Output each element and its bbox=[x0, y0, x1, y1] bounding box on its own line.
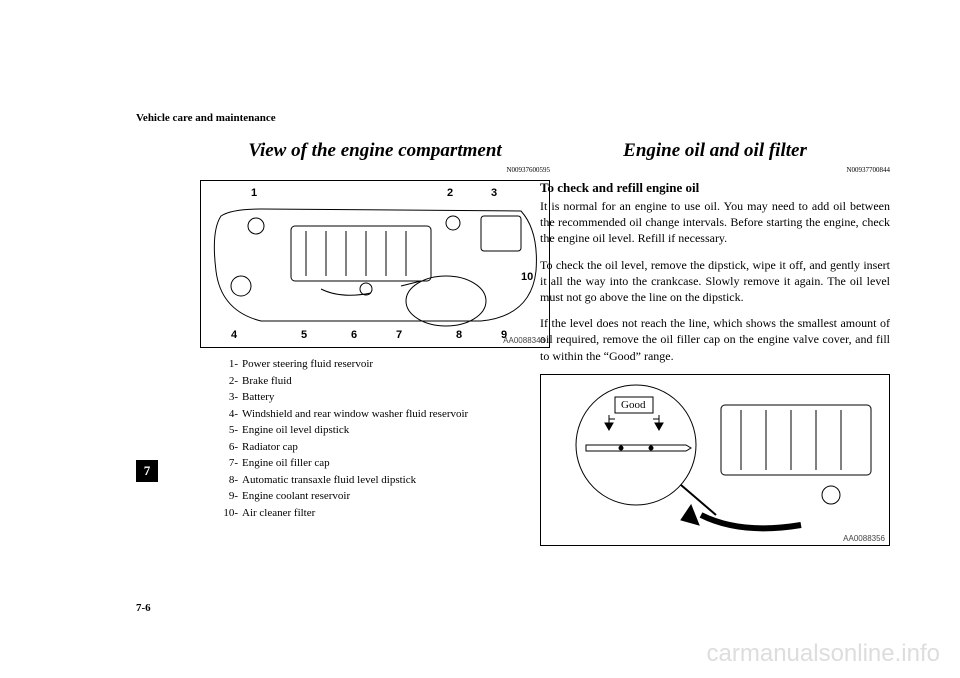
legend-num: 4- bbox=[218, 406, 238, 423]
legend-text: Windshield and rear window washer fluid … bbox=[242, 406, 468, 423]
callout-4: 4 bbox=[231, 329, 237, 341]
legend-num: 6- bbox=[218, 439, 238, 456]
right-section-title: Engine oil and oil filter bbox=[540, 140, 890, 162]
callout-2: 2 bbox=[447, 187, 453, 199]
legend-text: Engine oil filler cap bbox=[242, 455, 330, 472]
engine-compartment-svg bbox=[201, 181, 549, 347]
legend-row: 9-Engine coolant reservoir bbox=[218, 488, 550, 505]
legend-num: 5- bbox=[218, 422, 238, 439]
legend-text: Battery bbox=[242, 389, 274, 406]
chapter-header: Vehicle care and maintenance bbox=[136, 112, 276, 124]
legend-text: Engine coolant reservoir bbox=[242, 488, 350, 505]
legend-num: 3- bbox=[218, 389, 238, 406]
legend-row: 7-Engine oil filler cap bbox=[218, 455, 550, 472]
legend-row: 5-Engine oil level dipstick bbox=[218, 422, 550, 439]
legend-row: 10-Air cleaner filter bbox=[218, 505, 550, 522]
callout-8: 8 bbox=[456, 329, 462, 341]
callout-1: 1 bbox=[251, 187, 257, 199]
callout-10: 10 bbox=[521, 271, 533, 283]
good-label: Good bbox=[621, 399, 645, 411]
legend-row: 2-Brake fluid bbox=[218, 373, 550, 390]
legend-text: Power steering fluid reservoir bbox=[242, 356, 373, 373]
dipstick-svg bbox=[541, 375, 889, 545]
legend-list: 1-Power steering fluid reservoir 2-Brake… bbox=[218, 356, 550, 521]
right-column: Engine oil and oil filter N00937700844 T… bbox=[540, 140, 890, 546]
subheading: To check and refill engine oil bbox=[540, 180, 890, 196]
legend-row: 6-Radiator cap bbox=[218, 439, 550, 456]
paragraph: To check the oil level, remove the dipst… bbox=[540, 257, 890, 306]
legend-num: 2- bbox=[218, 373, 238, 390]
legend-num: 10- bbox=[218, 505, 238, 522]
legend-num: 9- bbox=[218, 488, 238, 505]
left-section-title: View of the engine compartment bbox=[200, 140, 550, 162]
callout-6: 6 bbox=[351, 329, 357, 341]
right-reference-code: N00937700844 bbox=[540, 166, 890, 174]
dipstick-figure: Good AA0088356 bbox=[540, 374, 890, 546]
legend-text: Brake fluid bbox=[242, 373, 292, 390]
legend-row: 1-Power steering fluid reservoir bbox=[218, 356, 550, 373]
legend-text: Engine oil level dipstick bbox=[242, 422, 349, 439]
watermark: carmanualsonline.info bbox=[707, 640, 940, 668]
section-tab: 7 bbox=[136, 460, 158, 482]
legend-num: 1- bbox=[218, 356, 238, 373]
left-column: View of the engine compartment N00937600… bbox=[200, 140, 550, 521]
legend-text: Radiator cap bbox=[242, 439, 298, 456]
legend-row: 4-Windshield and rear window washer flui… bbox=[218, 406, 550, 423]
legend-text: Automatic transaxle fluid level dipstick bbox=[242, 472, 416, 489]
legend-num: 7- bbox=[218, 455, 238, 472]
callout-5: 5 bbox=[301, 329, 307, 341]
legend-num: 8- bbox=[218, 472, 238, 489]
callout-3: 3 bbox=[491, 187, 497, 199]
paragraph: If the level does not reach the line, wh… bbox=[540, 315, 890, 364]
legend-row: 3-Battery bbox=[218, 389, 550, 406]
engine-compartment-figure: 1 2 3 4 5 6 7 8 9 10 AA0088343 bbox=[200, 180, 550, 348]
callout-7: 7 bbox=[396, 329, 402, 341]
legend-text: Air cleaner filter bbox=[242, 505, 315, 522]
legend-row: 8-Automatic transaxle fluid level dipsti… bbox=[218, 472, 550, 489]
figure-id-left: AA0088343 bbox=[503, 336, 545, 345]
paragraph: It is normal for an engine to use oil. Y… bbox=[540, 198, 890, 247]
left-reference-code: N00937600595 bbox=[200, 166, 550, 174]
figure-id-right: AA0088356 bbox=[843, 534, 885, 543]
page-number: 7-6 bbox=[136, 602, 151, 614]
